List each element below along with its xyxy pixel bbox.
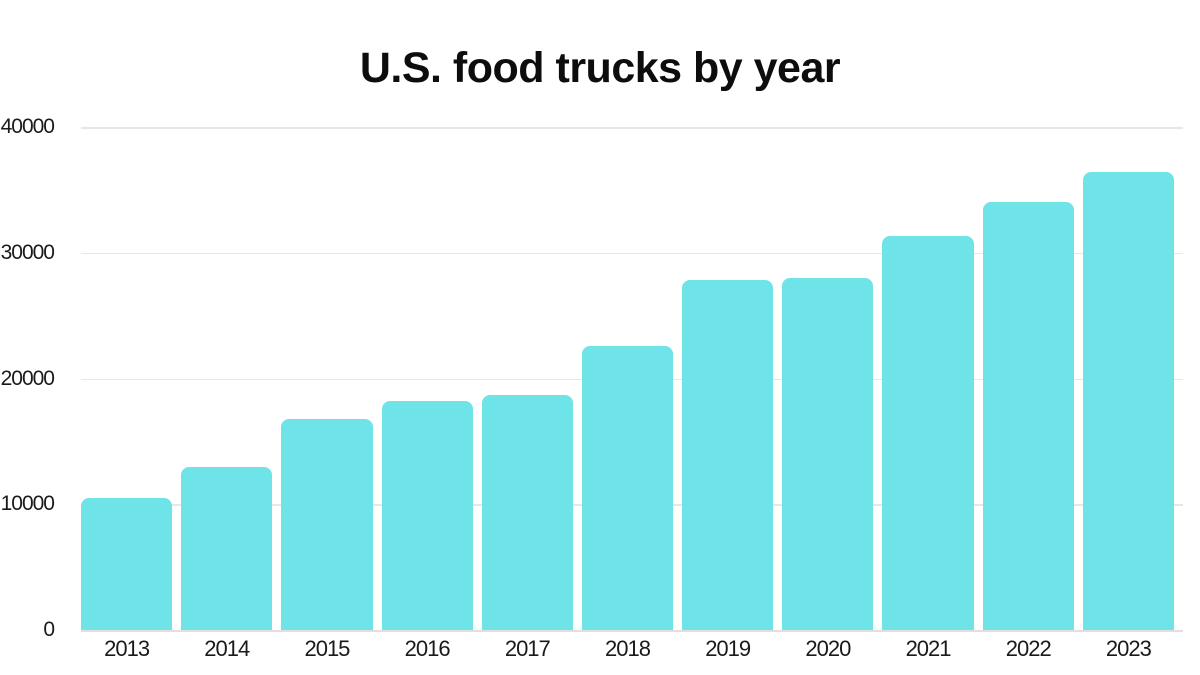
y-tick-30000: 30000 bbox=[0, 240, 55, 264]
x-tick-2014: 2014 bbox=[204, 636, 250, 661]
x-tick-2017: 2017 bbox=[504, 636, 551, 661]
gridline-30000 bbox=[81, 252, 1183, 255]
bar-2020 bbox=[782, 277, 874, 630]
x-tick-2022: 2022 bbox=[1005, 636, 1052, 661]
x-axis-line bbox=[81, 630, 1183, 632]
bar-2016 bbox=[381, 401, 473, 630]
y-tick-20000: 20000 bbox=[0, 366, 55, 390]
x-tick-2019: 2019 bbox=[705, 636, 751, 661]
x-tick-2021: 2021 bbox=[905, 636, 952, 661]
x-tick-2020: 2020 bbox=[805, 636, 851, 661]
bar-2018 bbox=[581, 345, 674, 630]
bar-2015 bbox=[281, 418, 373, 630]
y-tick-10000: 10000 bbox=[0, 492, 55, 516]
x-tick-2013: 2013 bbox=[104, 636, 150, 661]
gridline-40000 bbox=[81, 127, 1183, 129]
bar-2017 bbox=[481, 394, 573, 630]
bar-2022 bbox=[982, 202, 1074, 630]
bar-2019 bbox=[682, 280, 774, 630]
y-tick-0: 0 bbox=[43, 618, 55, 641]
bar-2013 bbox=[81, 497, 173, 630]
bar-2014 bbox=[181, 466, 273, 630]
x-tick-2015: 2015 bbox=[304, 636, 350, 661]
y-tick-40000: 40000 bbox=[0, 115, 55, 138]
x-tick-2023: 2023 bbox=[1105, 636, 1152, 661]
x-tick-2016: 2016 bbox=[404, 636, 451, 661]
chart-title: U.S. food trucks by year bbox=[359, 44, 841, 92]
bar-2023 bbox=[1082, 172, 1174, 630]
x-tick-2018: 2018 bbox=[605, 636, 651, 661]
bar-2021 bbox=[882, 236, 974, 630]
